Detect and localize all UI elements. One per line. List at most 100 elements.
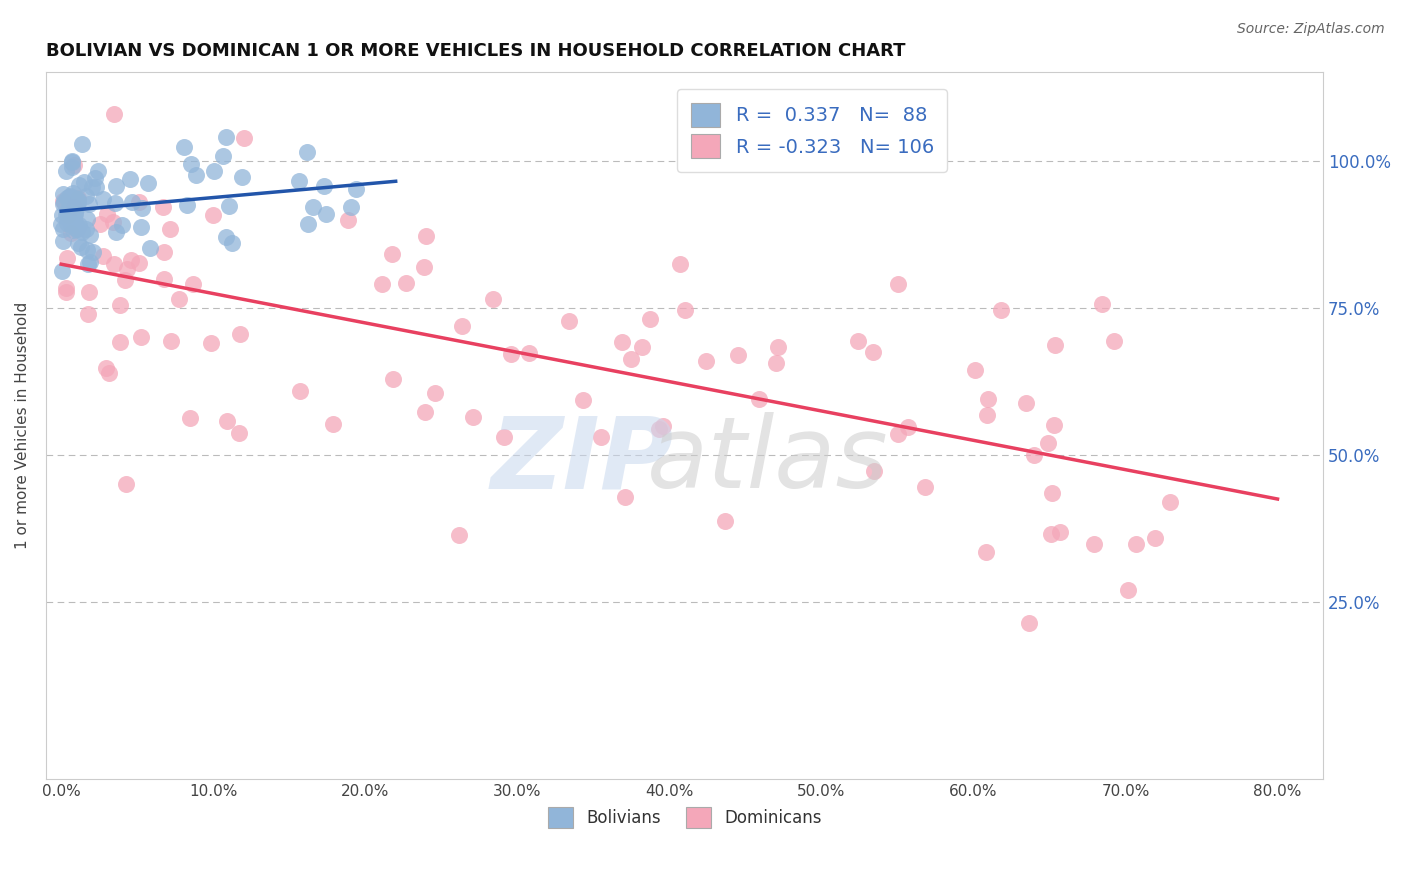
Point	[79, 255, 101, 269]
Point	[413, 404, 436, 418]
Point	[66, 222, 89, 236]
Point	[108, 335, 131, 350]
Point	[58, 189, 80, 203]
Point	[295, 145, 318, 159]
Point	[638, 312, 661, 326]
Point	[60, 218, 83, 232]
Point	[75, 222, 97, 236]
Point	[482, 293, 505, 307]
Point	[58, 200, 80, 214]
Point	[51, 208, 73, 222]
Point	[79, 285, 101, 299]
Point	[128, 256, 150, 270]
Point	[395, 276, 418, 290]
Point	[121, 194, 143, 209]
Point	[415, 228, 437, 243]
Point	[990, 303, 1012, 318]
Point	[1143, 531, 1166, 545]
Point	[447, 528, 470, 542]
Point	[1116, 582, 1139, 597]
Point	[52, 186, 75, 201]
Point	[63, 211, 86, 225]
Point	[288, 384, 311, 398]
Point	[652, 419, 675, 434]
Point	[610, 335, 633, 350]
Point	[344, 182, 367, 196]
Point	[60, 153, 83, 168]
Point	[56, 252, 79, 266]
Point	[79, 227, 101, 242]
Point	[287, 174, 309, 188]
Point	[152, 200, 174, 214]
Point	[55, 164, 77, 178]
Point	[84, 180, 107, 194]
Point	[77, 307, 100, 321]
Point	[65, 218, 87, 232]
Point	[668, 257, 690, 271]
Point	[55, 285, 77, 300]
Point	[314, 179, 336, 194]
Point	[103, 257, 125, 271]
Point	[499, 347, 522, 361]
Point	[492, 429, 515, 443]
Point	[114, 272, 136, 286]
Point	[63, 158, 86, 172]
Point	[153, 244, 176, 259]
Point	[614, 490, 637, 504]
Point	[60, 154, 83, 169]
Point	[413, 260, 436, 274]
Point	[82, 244, 104, 259]
Point	[128, 194, 150, 209]
Point	[167, 292, 190, 306]
Point	[62, 223, 84, 237]
Point	[67, 196, 90, 211]
Point	[229, 327, 252, 342]
Legend: Bolivians, Dominicans: Bolivians, Dominicans	[541, 800, 828, 834]
Point	[200, 335, 222, 350]
Point	[181, 277, 204, 291]
Point	[131, 202, 153, 216]
Point	[425, 386, 447, 401]
Point	[727, 348, 749, 362]
Point	[218, 199, 240, 213]
Point	[67, 218, 90, 232]
Point	[70, 225, 93, 239]
Point	[91, 249, 114, 263]
Point	[1091, 297, 1114, 311]
Point	[51, 264, 73, 278]
Point	[136, 176, 159, 190]
Point	[215, 229, 238, 244]
Point	[620, 351, 643, 366]
Point	[765, 356, 787, 370]
Point	[184, 168, 207, 182]
Point	[55, 281, 77, 295]
Point	[695, 353, 717, 368]
Point	[52, 194, 75, 208]
Point	[52, 221, 75, 235]
Point	[517, 346, 540, 360]
Point	[1036, 435, 1059, 450]
Point	[104, 225, 127, 239]
Point	[228, 426, 250, 441]
Point	[673, 303, 696, 318]
Point	[381, 372, 404, 386]
Point	[887, 426, 910, 441]
Point	[176, 198, 198, 212]
Point	[129, 330, 152, 344]
Point	[315, 207, 337, 221]
Point	[89, 217, 111, 231]
Point	[159, 222, 181, 236]
Point	[52, 196, 75, 211]
Point	[56, 191, 79, 205]
Point	[80, 179, 103, 194]
Point	[79, 196, 101, 211]
Point	[461, 410, 484, 425]
Point	[886, 277, 908, 291]
Point	[129, 220, 152, 235]
Point	[768, 340, 790, 354]
Point	[160, 334, 183, 348]
Point	[66, 191, 89, 205]
Point	[631, 339, 654, 353]
Point	[1018, 615, 1040, 630]
Point	[87, 163, 110, 178]
